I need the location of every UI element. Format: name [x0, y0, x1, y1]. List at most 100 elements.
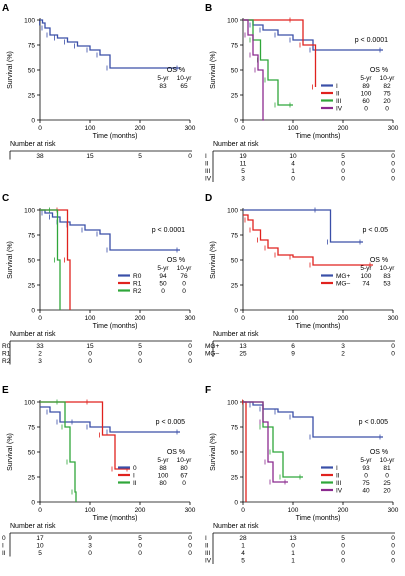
- os-5yr-value: 88: [159, 465, 167, 472]
- risk-label: Number at risk: [213, 523, 259, 530]
- risk-count: 4: [241, 550, 245, 557]
- os-title: OS %: [370, 67, 388, 74]
- legend-label: R1: [133, 281, 142, 288]
- y-tick-label: 0: [234, 308, 238, 315]
- risk-count: 5: [241, 558, 245, 565]
- x-tick-label: 0: [38, 125, 42, 132]
- risk-count: 10: [289, 153, 297, 160]
- risk-label: Number at risk: [213, 141, 259, 148]
- os-5yr-value: 89: [362, 83, 370, 90]
- risk-count: 0: [188, 153, 192, 160]
- os-5yr-value: 0: [364, 106, 368, 113]
- risk-count: 0: [88, 358, 92, 365]
- y-tick-label: 0: [234, 118, 238, 125]
- x-tick-label: 200: [135, 507, 146, 514]
- x-axis-label: Time (months): [296, 323, 341, 330]
- risk-count: 0: [138, 543, 142, 550]
- risk-count: 0: [341, 161, 345, 168]
- risk-count: 15: [86, 343, 94, 350]
- y-tick-label: 0: [31, 308, 35, 315]
- risk-count: 0: [138, 550, 142, 557]
- risk-count: 13: [239, 343, 247, 350]
- legend-label: II: [336, 473, 340, 480]
- x-tick-label: 0: [241, 125, 245, 132]
- km-curve-A-0: [40, 19, 180, 69]
- panel-letter: C: [2, 193, 9, 204]
- risk-count: 4: [291, 161, 295, 168]
- y-tick-label: 0: [31, 118, 35, 125]
- risk-count: 3: [38, 358, 42, 365]
- risk-label: Number at risk: [10, 523, 56, 530]
- y-tick-label: 25: [231, 93, 239, 100]
- risk-count: 5: [341, 535, 345, 542]
- x-tick-label: 300: [185, 315, 196, 322]
- x-tick-label: 100: [288, 315, 299, 322]
- risk-count: 19: [239, 153, 247, 160]
- risk-count: 0: [138, 351, 142, 358]
- y-tick-label: 50: [28, 258, 36, 265]
- os-col-5yr: 5-yr: [360, 457, 372, 464]
- os-5yr-value: 83: [159, 83, 167, 90]
- os-10yr-value: 67: [180, 473, 188, 480]
- x-tick-label: 200: [135, 125, 146, 132]
- os-5yr-value: 0: [161, 288, 165, 295]
- os-col-5yr: 5-yr: [157, 75, 169, 82]
- legend-label: II: [336, 91, 340, 98]
- risk-row-label: II: [2, 550, 6, 557]
- risk-count: 0: [188, 535, 192, 542]
- risk-count: 0: [391, 168, 395, 175]
- y-tick-label: 75: [231, 233, 239, 240]
- os-col-5yr: 5-yr: [360, 265, 372, 272]
- risk-row-label: IV: [205, 558, 212, 565]
- y-tick-label: 100: [24, 208, 35, 215]
- x-tick-label: 100: [288, 125, 299, 132]
- os-10yr-value: 20: [383, 488, 391, 495]
- risk-row-label: III: [205, 168, 211, 175]
- os-title: OS %: [167, 449, 185, 456]
- risk-count: 0: [391, 176, 395, 183]
- legend-label: IV: [336, 488, 343, 495]
- panel-letter: B: [205, 3, 212, 14]
- km-curve-F-3: [243, 401, 288, 483]
- os-10yr-value: 76: [180, 273, 188, 280]
- risk-count: 0: [391, 535, 395, 542]
- risk-count: 9: [291, 351, 295, 358]
- risk-count: 0: [291, 176, 295, 183]
- risk-count: 0: [188, 543, 192, 550]
- risk-count: 1: [291, 168, 295, 175]
- risk-count: 5: [138, 153, 142, 160]
- legend-label: IV: [336, 106, 343, 113]
- os-title: OS %: [167, 67, 185, 74]
- y-tick-label: 25: [28, 283, 36, 290]
- risk-count: 5: [341, 153, 345, 160]
- risk-row-label: I: [205, 535, 207, 542]
- legend-label: III: [336, 480, 342, 487]
- x-tick-label: 100: [85, 125, 96, 132]
- km-curve-B-2: [243, 19, 293, 106]
- risk-count: 0: [188, 358, 192, 365]
- os-col-10yr: 10-yr: [380, 265, 396, 272]
- km-curve-F-1: [243, 401, 247, 502]
- os-10yr-value: 0: [182, 480, 186, 487]
- p-value: p < 0.005: [156, 419, 185, 426]
- legend-label: MG–: [336, 281, 350, 288]
- risk-count: 33: [36, 343, 44, 350]
- x-axis-label: Time (months): [93, 323, 138, 330]
- os-5yr-value: 50: [159, 281, 167, 288]
- legend-label: 0: [133, 465, 137, 472]
- risk-row-label: IV: [205, 176, 212, 183]
- y-tick-label: 75: [231, 43, 239, 50]
- risk-count: 1: [291, 558, 295, 565]
- risk-count: 0: [341, 550, 345, 557]
- risk-count: 0: [391, 351, 395, 358]
- x-tick-label: 300: [388, 315, 399, 322]
- os-10yr-value: 0: [182, 281, 186, 288]
- risk-label: Number at risk: [10, 331, 56, 338]
- os-5yr-value: 60: [362, 98, 370, 105]
- x-tick-label: 200: [338, 507, 349, 514]
- legend-label: R0: [133, 273, 142, 280]
- y-tick-label: 100: [24, 400, 35, 407]
- legend-label: II: [133, 480, 137, 487]
